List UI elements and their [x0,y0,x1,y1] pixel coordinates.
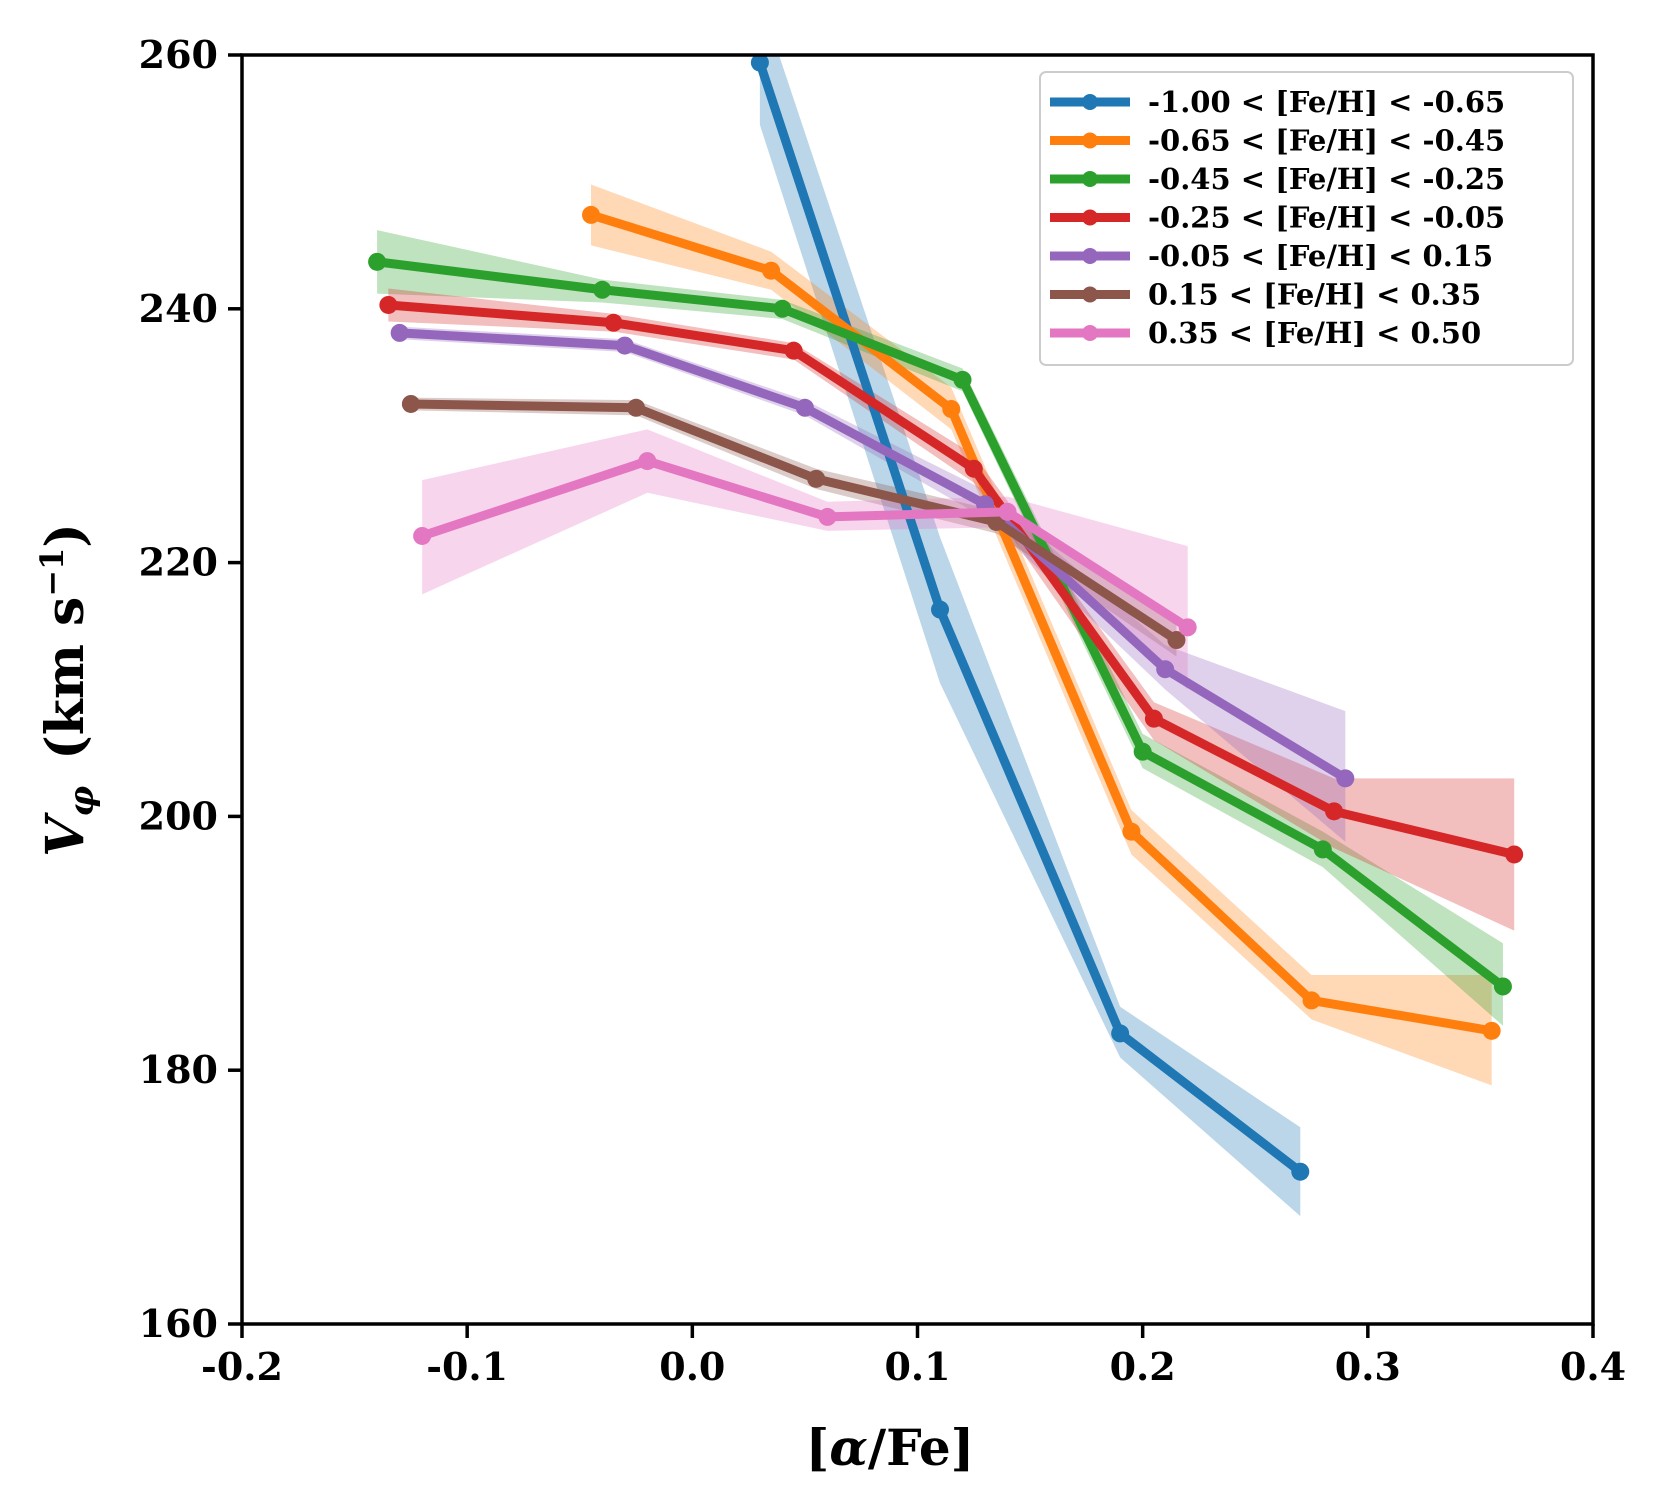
series-5-point [1167,631,1186,650]
series-0-point [750,55,769,72]
y-tick-label: 220 [139,540,218,585]
series-1-point [1302,991,1321,1010]
legend-marker [1082,94,1098,110]
legend-label: 0.35 < [Fe/H] < 0.50 [1148,316,1481,350]
y-tick-label: 240 [139,286,218,331]
axis-ticks: -0.2 -0.1 0.0 0.1 0.2 0.3 0.4 160 180 200 220 240 26… [139,32,1626,1389]
series-1-point [762,261,781,280]
error-bands [377,55,1515,1217]
legend-marker [1082,248,1098,264]
y-tick-label: 160 [139,1301,218,1346]
series-lines [368,55,1524,1181]
legend: -1.00 < [Fe/H] < -0.65 -0.65 < [Fe/H] < -… [1039,71,1574,366]
series-1-point [582,205,601,224]
series-0-point [1111,1024,1130,1043]
series-1-point [942,400,961,419]
x-tick-label: -0.2 [201,1344,283,1389]
legend-label: 0.15 < [Fe/H] < 0.35 [1148,278,1481,312]
series-3-point [784,341,803,360]
series-5-point [627,398,646,417]
x-tick-label: 0.2 [1110,1344,1176,1389]
legend-label: -0.65 < [Fe/H] < -0.45 [1148,124,1505,158]
legend-label: -0.25 < [Fe/H] < -0.05 [1148,201,1505,235]
series-1-point [1122,822,1141,841]
series-6-point [818,507,837,526]
legend-marker [1082,286,1098,303]
series-4-point [1336,769,1355,788]
series-3-band [388,288,1515,931]
series-4-point [390,323,409,342]
series-6-point [413,526,432,545]
series-3-point [1505,845,1524,864]
series-4-point [795,398,814,417]
legend-marker [1082,171,1098,187]
series-1-line [589,210,1493,1036]
series-5-point [401,394,420,413]
x-tick-label: 0.4 [1560,1344,1626,1389]
x-tick-label: -0.1 [426,1344,508,1389]
y-tick-label: 260 [139,32,218,77]
series-0-band [759,55,1301,1217]
series-3-point [964,459,983,478]
legend-box [1039,71,1574,366]
y-tick-label: 180 [139,1047,218,1092]
legend-label: -1.00 < [Fe/H] < -0.65 [1148,85,1505,119]
series-2-point [368,252,387,271]
x-tick-label: 0.0 [659,1344,725,1389]
x-tick-label: 0.3 [1335,1344,1401,1389]
series-6-band [422,429,1188,690]
series-4-point [1156,660,1175,679]
series-3-point [379,295,398,314]
series-2-point [953,370,972,389]
series-0-point [1291,1162,1310,1181]
series-2-point [593,280,612,299]
legend-label: -0.45 < [Fe/H] < -0.25 [1148,162,1505,196]
series-5-point [807,469,826,488]
series-6-point [998,502,1017,521]
legend-marker [1082,132,1098,149]
series-2-point [1313,840,1332,859]
series-6-point [1178,618,1197,637]
alpha-symbol: α [829,1418,867,1477]
series-3-point [1325,802,1344,821]
series-2-point [1133,742,1152,761]
series-1-point [1482,1021,1501,1040]
series-1-band [591,184,1492,1086]
x-axis-title: [α/Fe] [806,1418,975,1477]
series-6-point [638,452,657,471]
series-4-point [615,336,634,355]
y-tick-label: 200 [139,793,218,838]
series-3-point [604,313,623,332]
legend-marker [1082,209,1098,226]
series-3-point [1144,709,1163,728]
series-0-point [931,600,950,619]
y-axis-title: Vφ(km s−1) [33,523,102,857]
series-2-point [773,299,792,318]
series-4-line [399,328,1348,783]
legend-marker [1082,325,1098,341]
series-2-point [1493,977,1512,996]
x-tick-label: 0.1 [884,1344,950,1389]
legend-label: -0.05 < [Fe/H] < 0.15 [1148,239,1493,273]
